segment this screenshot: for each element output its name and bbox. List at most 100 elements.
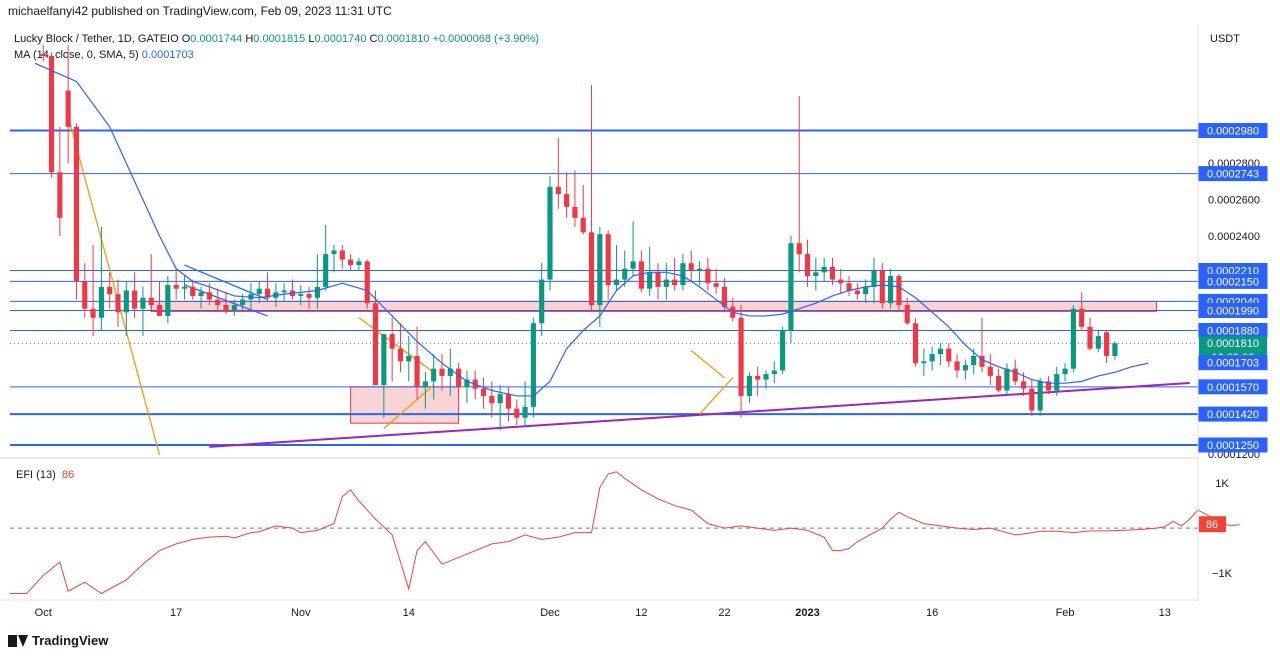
candle-body bbox=[57, 172, 63, 218]
candle-body bbox=[838, 279, 844, 284]
fib-line bbox=[67, 115, 161, 456]
current-price-label-text: 0.0001810 bbox=[1207, 338, 1259, 350]
candle-body bbox=[331, 250, 337, 255]
legend-low-value: 0.0001740 bbox=[314, 33, 367, 45]
candle-body bbox=[780, 330, 786, 371]
time-tick-label: Nov bbox=[291, 607, 311, 619]
candle-body bbox=[431, 368, 437, 382]
legend-high-label: H bbox=[245, 33, 254, 45]
candle-body bbox=[1104, 332, 1110, 356]
currency-label: USDT bbox=[1210, 33, 1240, 45]
candle-body bbox=[298, 294, 304, 296]
candle-body bbox=[572, 206, 578, 218]
candle-body bbox=[505, 394, 512, 409]
candle-body bbox=[647, 272, 653, 289]
ma-value: 0.0001703 bbox=[141, 49, 194, 61]
legend-high-value: 0.0001815 bbox=[253, 33, 306, 45]
fib-line bbox=[690, 349, 725, 379]
candle-body bbox=[705, 268, 711, 284]
candle-body bbox=[771, 370, 777, 375]
resistance-zone bbox=[350, 386, 460, 424]
candle-body bbox=[406, 355, 412, 362]
candle-body bbox=[979, 355, 985, 367]
candle-body bbox=[339, 250, 345, 260]
candle-body bbox=[929, 354, 935, 362]
candle-body bbox=[456, 368, 462, 387]
level-price-label bbox=[1198, 379, 1268, 395]
time-tick-label: 13 bbox=[1159, 607, 1171, 619]
candle-body bbox=[796, 243, 802, 255]
candle-body bbox=[863, 286, 869, 295]
candle-body bbox=[605, 234, 611, 286]
candle-body bbox=[547, 186, 553, 280]
candle-body bbox=[264, 288, 271, 298]
candle-body bbox=[281, 290, 287, 293]
efi-tick-label: −1K bbox=[1212, 568, 1233, 580]
candle-body bbox=[763, 374, 769, 380]
candle-body bbox=[613, 279, 620, 286]
candle-body bbox=[813, 272, 819, 276]
level-price-label-text: 0.0001880 bbox=[1207, 325, 1259, 337]
ma-price-label bbox=[1198, 355, 1268, 371]
ma-legend[interactable]: MA (14, close, 0, SMA, 5) 0.0001703 bbox=[14, 49, 194, 61]
candle-body bbox=[1070, 308, 1076, 369]
candle-body bbox=[206, 292, 212, 300]
legend-low-label: L bbox=[308, 33, 315, 45]
candle-body bbox=[987, 366, 993, 376]
candle-body bbox=[1112, 343, 1118, 356]
symbol-name[interactable]: Lucky Block / Tether, 1D, GATEIO bbox=[14, 33, 179, 45]
candle-body bbox=[663, 279, 669, 287]
candle-body bbox=[1004, 368, 1010, 391]
candle-body bbox=[1037, 381, 1043, 411]
candle-body bbox=[198, 292, 204, 296]
candle-body bbox=[638, 261, 644, 289]
ma-price-label-text: 0.0001703 bbox=[1207, 358, 1259, 370]
level-price-label-text: 0.0001420 bbox=[1207, 409, 1259, 421]
level-price-label bbox=[1198, 437, 1268, 453]
candle-body bbox=[1054, 374, 1060, 391]
level-price-label bbox=[1198, 166, 1268, 182]
candle-body bbox=[804, 254, 811, 276]
level-price-label-text: 0.0001570 bbox=[1207, 382, 1259, 394]
candle-body bbox=[630, 261, 636, 269]
candle-body bbox=[181, 286, 188, 289]
candle-body bbox=[896, 275, 902, 306]
candle-body bbox=[240, 299, 246, 306]
candle-body bbox=[148, 297, 154, 306]
channel-line bbox=[184, 264, 268, 301]
candle-body bbox=[447, 368, 453, 376]
price-labels-layer: 0.00029800.00027430.00022100.00021500.00… bbox=[1198, 123, 1268, 453]
axes-layer: USDT0.00012000.00024000.00026000.0002800… bbox=[0, 25, 1260, 619]
candle-body bbox=[464, 379, 470, 387]
tradingview-footer[interactable]: TradingView bbox=[8, 633, 108, 648]
candle-body bbox=[348, 259, 354, 266]
tradingview-brand: TradingView bbox=[32, 633, 109, 648]
candle-body bbox=[439, 368, 445, 376]
candle-body bbox=[755, 375, 761, 380]
candle-body bbox=[888, 275, 894, 304]
candle-body bbox=[588, 232, 595, 306]
candle-body bbox=[306, 294, 312, 298]
publisher-caption: michaelfanyi42 published on TradingView.… bbox=[8, 4, 392, 18]
candle-body bbox=[156, 305, 163, 316]
candle-body bbox=[489, 395, 495, 404]
candle-body bbox=[1079, 308, 1085, 327]
support-trendline bbox=[209, 382, 1190, 448]
candle-body bbox=[846, 283, 852, 291]
time-tick-label: 22 bbox=[718, 607, 730, 619]
candle-body bbox=[389, 334, 395, 349]
candle-body bbox=[996, 375, 1002, 391]
fib-line bbox=[358, 317, 435, 373]
level-lines-layer bbox=[10, 129, 1198, 447]
candle-body bbox=[738, 317, 744, 396]
level-price-label-text: 0.0001250 bbox=[1207, 440, 1259, 452]
time-tick-label: Oct bbox=[35, 607, 52, 619]
candle-body bbox=[314, 286, 320, 298]
ma-line bbox=[34, 62, 1149, 397]
efi-layer: EFI (13) 86 1K −1K 86 bbox=[10, 469, 1240, 595]
candle-body bbox=[90, 308, 96, 318]
candle-body bbox=[48, 56, 55, 173]
candle-body bbox=[672, 279, 678, 286]
candle-body bbox=[65, 90, 71, 127]
